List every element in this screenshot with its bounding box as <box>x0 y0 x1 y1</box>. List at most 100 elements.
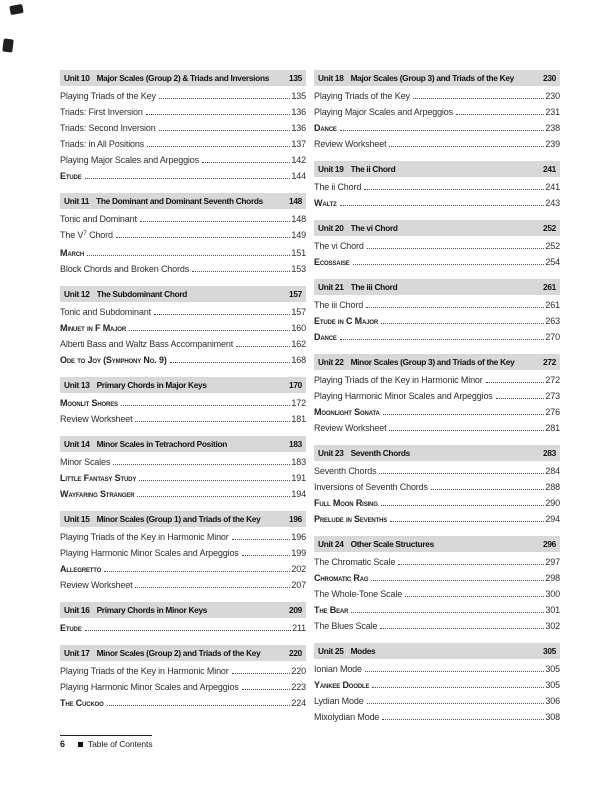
unit-label: Unit 14 <box>64 439 90 449</box>
entry-title: Dance <box>314 123 337 133</box>
entry-title: The Whole-Tone Scale <box>314 589 403 599</box>
toc-entry: The iii Chord 261 <box>314 297 560 313</box>
entry-title: Lydian Mode <box>314 696 364 706</box>
unit-label: Unit 20 <box>318 223 344 233</box>
dot-leader <box>137 496 291 497</box>
toc-section-unit-18: Unit 18 Major Scales (Group 3) and Triads… <box>314 70 560 152</box>
unit-page-number: 241 <box>543 164 556 174</box>
entry-title: Triads: Second Inversion <box>60 123 156 133</box>
toc-columns: Unit 10 Major Scales (Group 2) & Triads a… <box>60 70 560 734</box>
unit-page-number: 230 <box>543 73 556 83</box>
toc-column-left: Unit 10 Major Scales (Group 2) & Triads a… <box>60 70 306 734</box>
toc-entry: Moonlight Sonata 276 <box>314 404 560 420</box>
dot-leader <box>135 421 291 422</box>
unit-label: Unit 17 <box>64 648 90 658</box>
entry-title: Triads: First Inversion <box>60 107 143 117</box>
dot-leader <box>379 473 545 474</box>
entry-title: Alberti Bass and Waltz Bass Accompanimen… <box>60 339 234 349</box>
unit-title: Other Scale Structures <box>350 539 435 549</box>
unit-label: Unit 19 <box>318 164 344 174</box>
entry-page-number: 207 <box>291 580 306 590</box>
entry-page-number: 276 <box>545 407 560 417</box>
unit-page-number: 157 <box>289 289 302 299</box>
dot-leader <box>382 414 545 415</box>
toc-column-right: Unit 18 Major Scales (Group 3) and Triads… <box>314 70 560 734</box>
square-bullet-icon <box>78 741 84 747</box>
dot-leader <box>366 703 545 704</box>
toc-entry: Ionian Mode 305 <box>314 661 560 677</box>
unit-header: Unit 21 The iii Chord 261 <box>314 279 560 295</box>
entry-title: Tonic and Subdominant <box>60 307 151 317</box>
text-part: Chord <box>86 230 113 240</box>
dot-leader <box>380 628 545 629</box>
unit-header: Unit 12 The Subdominant Chord 157 <box>60 286 306 302</box>
toc-entry: The Cuckoo 224 <box>60 695 306 711</box>
entry-title: The vi Chord <box>314 241 364 251</box>
toc-entry: Playing Harmonic Minor Scales and Arpegg… <box>314 388 560 404</box>
entry-page-number: 272 <box>545 375 560 385</box>
toc-entry: Minor Scales 183 <box>60 454 306 470</box>
unit-page-number: 252 <box>543 223 556 233</box>
dot-leader <box>389 146 545 147</box>
toc-entry: Etude 211 <box>60 620 306 636</box>
entry-title: Ode to Joy (Symphony No. 9) <box>60 355 167 365</box>
dot-leader <box>389 430 545 431</box>
dot-leader <box>430 489 545 490</box>
dot-leader <box>147 146 291 147</box>
dot-leader <box>153 314 291 315</box>
entry-page-number: 157 <box>291 307 306 317</box>
entry-title: Playing Triads of the Key in Harmonic Mi… <box>60 532 229 542</box>
dot-leader <box>364 671 545 672</box>
scan-artifact-mark <box>2 38 14 53</box>
unit-header: Unit 22 Minor Scales (Group 3) and Triads… <box>314 354 560 370</box>
toc-section-unit-19: Unit 19 The ii Chord 241 The ii Chord 241 Wal… <box>314 161 560 211</box>
entry-title: Block Chords and Broken Chords <box>60 264 190 274</box>
toc-section-unit-14: Unit 14 Minor Scales in Tetrachord Positi… <box>60 436 306 502</box>
unit-title: Minor Scales (Group 1) and Triads of the… <box>96 514 261 524</box>
toc-entry: Block Chords and Broken Chords 153 <box>60 261 306 277</box>
entry-page-number: 223 <box>291 682 306 692</box>
entry-title: Playing Harmonic Minor Scales and Arpegg… <box>60 682 239 692</box>
dot-leader <box>339 205 545 206</box>
unit-label: Unit 11 <box>64 196 90 206</box>
entry-page-number: 202 <box>291 564 306 574</box>
unit-label: Unit 15 <box>64 514 90 524</box>
entry-title: The iii Chord <box>314 300 364 310</box>
footer-page-number: 6 <box>60 739 66 749</box>
toc-entry: Playing Triads of the Key in Harmonic Mi… <box>60 529 306 545</box>
toc-entry: Playing Major Scales and Arpeggios 231 <box>314 104 560 120</box>
unit-label: Unit 12 <box>64 289 90 299</box>
entry-page-number: 183 <box>291 457 306 467</box>
entry-title: Playing Triads of the Key in Harmonic Mi… <box>314 375 483 385</box>
dot-leader <box>381 323 545 324</box>
unit-page-number: 296 <box>543 539 556 549</box>
entry-title: The Bear <box>314 605 349 615</box>
entry-page-number: 211 <box>292 623 306 633</box>
toc-section-unit-20: Unit 20 The vi Chord 252 The vi Chord 252 Eco… <box>314 220 560 270</box>
entry-page-number: 199 <box>291 548 306 558</box>
dot-leader <box>352 264 545 265</box>
dot-leader <box>339 130 545 131</box>
unit-header: Unit 11 The Dominant and Dominant Seventh… <box>60 193 306 209</box>
entry-title: Mixolydian Mode <box>314 712 380 722</box>
dot-leader <box>120 405 291 406</box>
unit-page-number: 272 <box>543 357 556 367</box>
entry-title: Ionian Mode <box>314 664 362 674</box>
unit-header: Unit 25 Modes 305 <box>314 643 560 659</box>
entry-title: Playing Harmonic Minor Scales and Arpegg… <box>60 548 239 558</box>
entry-title: Review Worksheet <box>60 580 133 590</box>
entry-page-number: 231 <box>545 107 560 117</box>
toc-entry: Inversions of Seventh Chords 288 <box>314 479 560 495</box>
entry-page-number: 241 <box>545 182 560 192</box>
dot-leader <box>405 596 545 597</box>
dot-leader <box>382 719 545 720</box>
entry-title: Minor Scales <box>60 457 111 467</box>
entry-page-number: 297 <box>545 557 560 567</box>
entry-page-number: 136 <box>291 107 306 117</box>
unit-label: Unit 24 <box>318 539 344 549</box>
entry-page-number: 300 <box>545 589 560 599</box>
dot-leader <box>366 248 545 249</box>
entry-page-number: 243 <box>545 198 560 208</box>
dot-leader <box>129 330 291 331</box>
